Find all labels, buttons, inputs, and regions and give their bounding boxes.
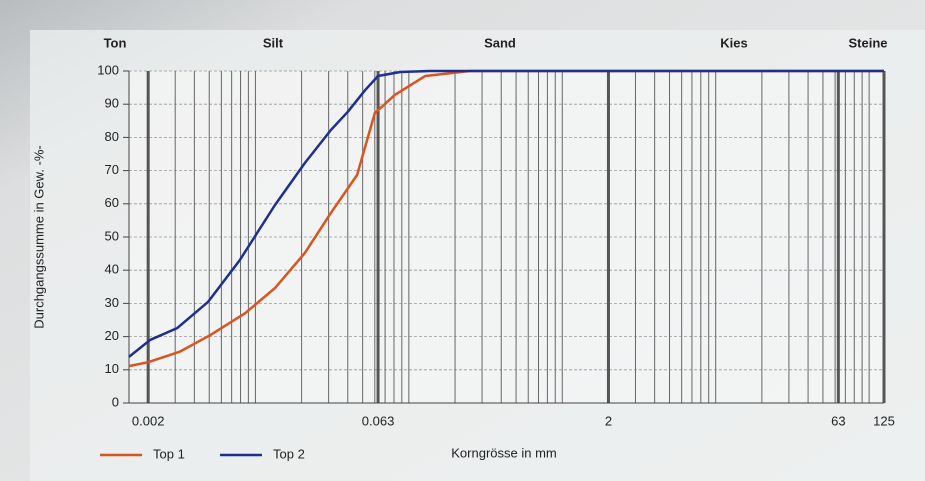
zone-label: Steine [848, 35, 887, 50]
y-tick-label: 90 [105, 96, 119, 111]
y-tick-label: 100 [97, 62, 119, 77]
line [128, 69, 884, 368]
y-tick-label: 50 [105, 228, 119, 243]
x-tick-label: 0.002 [132, 413, 165, 428]
y-tick-label: 70 [105, 162, 119, 177]
x-tick-label: 2 [605, 413, 612, 428]
y-axis-label: Durchgangssumme in Gew. -%- [31, 145, 46, 329]
legend-label: Top 1 [153, 446, 185, 461]
y-tick-label: 60 [105, 195, 119, 210]
y-tick-label: 80 [105, 129, 119, 144]
zone-label: Silt [263, 35, 284, 50]
legend-label: Top 2 [273, 446, 305, 461]
zone-label: Sand [484, 35, 516, 50]
y-tick-label: 20 [105, 328, 119, 343]
zone-label: Kies [720, 35, 747, 50]
x-tick-label: 0.063 [362, 413, 395, 428]
x-axis-label: Korngrösse in mm [451, 445, 556, 460]
y-tick-label: 0 [112, 394, 119, 409]
x-tick-label: 63 [831, 413, 845, 428]
y-tick-label: 40 [105, 262, 119, 277]
line [128, 69, 884, 358]
zone-label: Ton [104, 35, 127, 50]
y-tick-label: 10 [105, 361, 119, 376]
y-tick-label: 30 [105, 295, 119, 310]
x-tick-label: 125 [873, 413, 895, 428]
